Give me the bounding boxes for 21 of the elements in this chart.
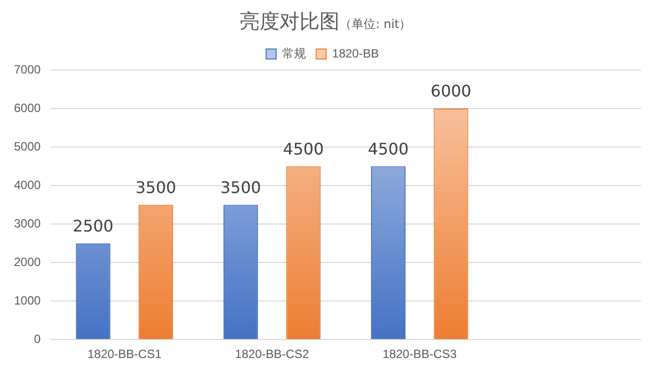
legend-label: 常规 bbox=[282, 46, 306, 60]
x-tick-label: 1820-BB-CS3 bbox=[382, 347, 457, 362]
y-tick-label: 1000 bbox=[14, 293, 42, 308]
y-tick-label: 7000 bbox=[14, 62, 42, 76]
x-tick-label: 1820-BB-CS2 bbox=[235, 347, 310, 362]
y-tick-label: 3000 bbox=[14, 216, 42, 230]
x-tick-label: 1820-BB-CS1 bbox=[87, 347, 162, 362]
y-tick-label: 2000 bbox=[14, 254, 42, 269]
y-tick-label: 4000 bbox=[14, 178, 42, 192]
data-label: 4500 bbox=[368, 139, 409, 158]
data-label: 6000 bbox=[430, 82, 472, 101]
y-tick-label: 0 bbox=[34, 332, 42, 346]
legend-label: 1820-BB bbox=[332, 46, 379, 60]
y-tick-label: 6000 bbox=[14, 100, 42, 115]
chart-subtitle: （单位: nit） bbox=[340, 17, 412, 31]
y-tick-label: 5000 bbox=[14, 139, 42, 154]
data-label: 3500 bbox=[135, 178, 176, 197]
chart-title: 亮度对比图 bbox=[240, 9, 340, 33]
data-label: 2500 bbox=[72, 216, 114, 236]
data-label: 4500 bbox=[283, 139, 324, 158]
data-label: 3500 bbox=[220, 178, 262, 197]
